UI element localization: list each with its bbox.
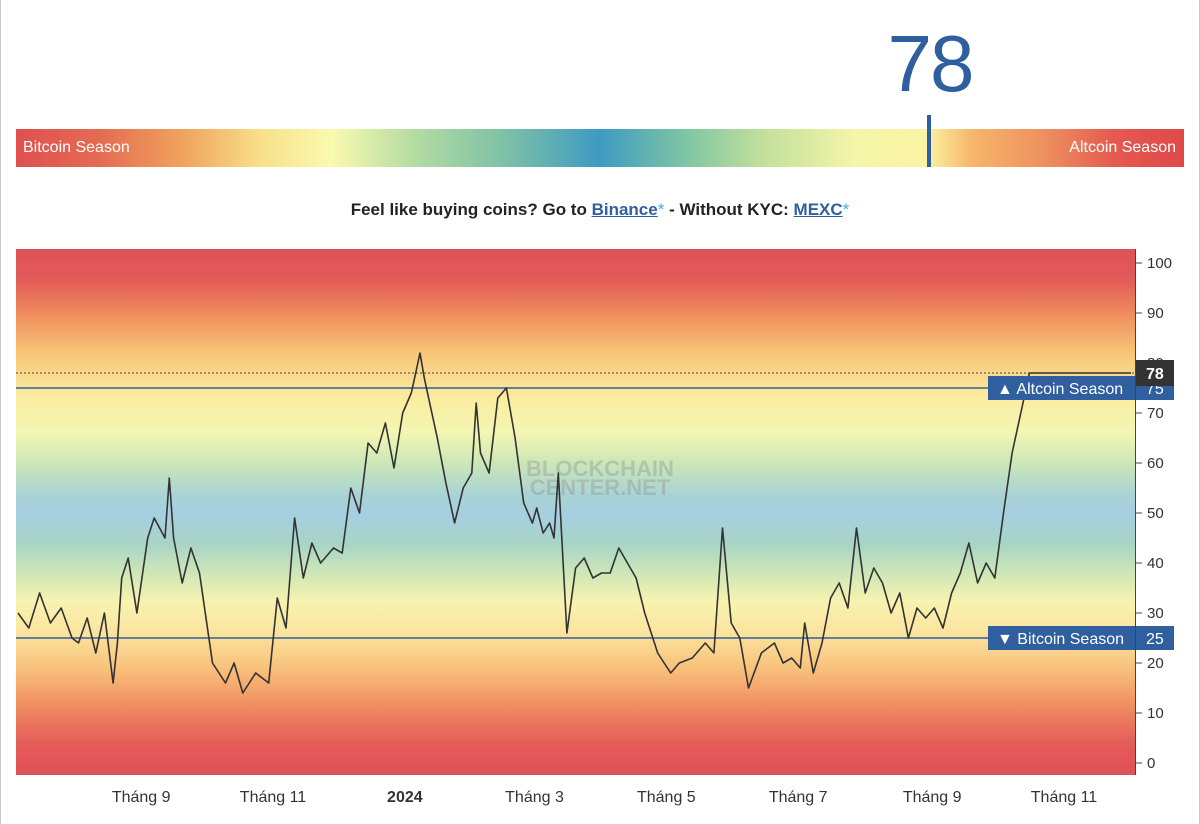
promo-text-1: Feel like buying coins? Go to [350, 200, 592, 219]
mexc-star: * [842, 200, 850, 219]
x-tick-label: Tháng 11 [240, 789, 307, 806]
x-tick-label: Tháng 9 [112, 789, 171, 806]
binance-link[interactable]: Binance [591, 200, 658, 219]
season-gauge-bar: Bitcoin Season Altcoin Season [16, 129, 1184, 167]
y-tick-label: 40 [1147, 555, 1164, 572]
x-tick-label: Tháng 5 [637, 789, 696, 806]
promo-text-2: - Without KYC: [664, 200, 794, 219]
watermark-line-2: CENTER.NET [530, 475, 671, 500]
gauge-label-bitcoin-season: Bitcoin Season [23, 139, 130, 156]
x-tick-label: Tháng 11 [1031, 789, 1098, 806]
y-axis-ticks: 0102030405060708090100 [1135, 255, 1172, 772]
x-tick-label: Tháng 3 [505, 789, 564, 806]
x-tick-label: Tháng 7 [769, 789, 828, 806]
y-tick-label: 70 [1147, 405, 1164, 422]
y-tick-label: 100 [1147, 255, 1172, 272]
y-tick-label: 90 [1147, 305, 1164, 322]
threshold-value-label: 25 [1146, 631, 1164, 648]
threshold-tag-label: ▲ Altcoin Season [997, 381, 1123, 398]
series-line [17, 352, 1131, 694]
current-value-tag-bg [1136, 360, 1174, 386]
watermark: BLOCKCHAIN CENTER.NET [526, 456, 674, 500]
gauge-current-marker [927, 115, 931, 167]
threshold-tag-bg [988, 376, 1135, 400]
threshold-lines [16, 372, 1135, 639]
y-tick-label: 50 [1147, 505, 1164, 522]
threshold-tag-bg [988, 626, 1135, 650]
x-tick-label: Tháng 9 [903, 789, 962, 806]
x-tick-label: 2024 [387, 789, 423, 806]
gauge-label-altcoin-season: Altcoin Season [1069, 139, 1176, 156]
threshold-tag-label: ▼ Bitcoin Season [997, 631, 1124, 648]
threshold-value-bg [1136, 626, 1174, 650]
current-value-tag: 78 [1146, 366, 1164, 383]
promo-line: Feel like buying coins? Go to Binance* -… [0, 198, 1200, 222]
watermark-line-1: BLOCKCHAIN [526, 456, 674, 481]
chart-background [16, 249, 1136, 775]
current-index-value: 78 [887, 19, 975, 108]
y-tick-label: 60 [1147, 455, 1164, 472]
mexc-link[interactable]: MEXC [793, 200, 843, 219]
y-tick-label: 20 [1147, 655, 1164, 672]
x-axis-ticks: Tháng 9 Tháng 11 2024 Tháng 3 Tháng 5 Tháng 7… [112, 789, 1097, 806]
y-tick-label: 30 [1147, 605, 1164, 622]
binance-star: * [657, 200, 665, 219]
y-tick-label: 10 [1147, 705, 1164, 722]
y-tick-label: 0 [1147, 755, 1155, 772]
page-edge-left [0, 0, 1, 824]
